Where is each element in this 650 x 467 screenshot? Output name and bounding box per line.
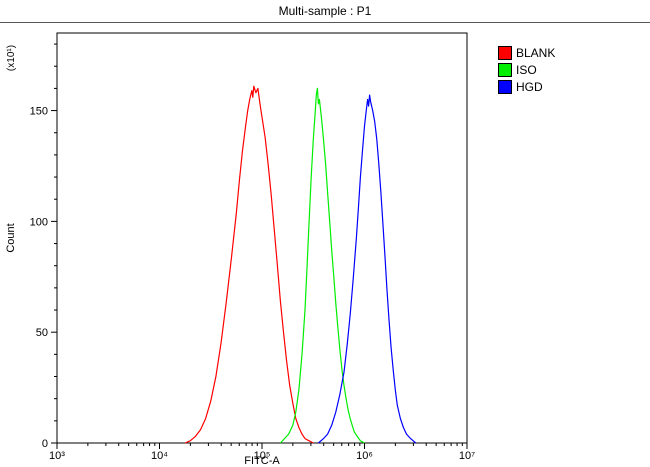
x-tick-label: 10⁶ (356, 450, 373, 462)
curve-hgd (318, 94, 417, 444)
x-tick-label: 10⁵ (254, 450, 271, 462)
y-tick-label: 50 (36, 327, 48, 339)
y-axis-scale-label: (x10¹) (6, 45, 17, 71)
y-tick-label: 0 (42, 438, 48, 450)
legend-item-blank: BLANK (498, 44, 555, 61)
legend-swatch-hgd (498, 79, 512, 94)
y-tick-label: 100 (30, 216, 48, 228)
legend-label: HGD (516, 79, 543, 94)
legend: BLANK ISO HGD (498, 44, 555, 95)
legend-swatch-blank (498, 45, 512, 60)
legend-swatch-iso (498, 62, 512, 77)
y-axis-label: Count (5, 223, 17, 252)
x-tick-label: 10³ (49, 450, 65, 462)
curve-iso (279, 87, 365, 444)
chart-title: Multi-sample : P1 (278, 4, 372, 18)
legend-label: ISO (516, 62, 537, 77)
legend-label: BLANK (516, 45, 556, 60)
x-tick-label: 10⁷ (459, 450, 475, 462)
y-tick-label: 150 (30, 106, 48, 118)
legend-item-hgd: HGD (498, 78, 555, 95)
curve-blank (184, 85, 314, 444)
title-divider (0, 22, 650, 23)
x-axis-label: FITC-A (244, 455, 280, 467)
x-tick-label: 10⁴ (151, 450, 168, 462)
legend-item-iso: ISO (498, 61, 555, 78)
plot-border (56, 32, 468, 444)
